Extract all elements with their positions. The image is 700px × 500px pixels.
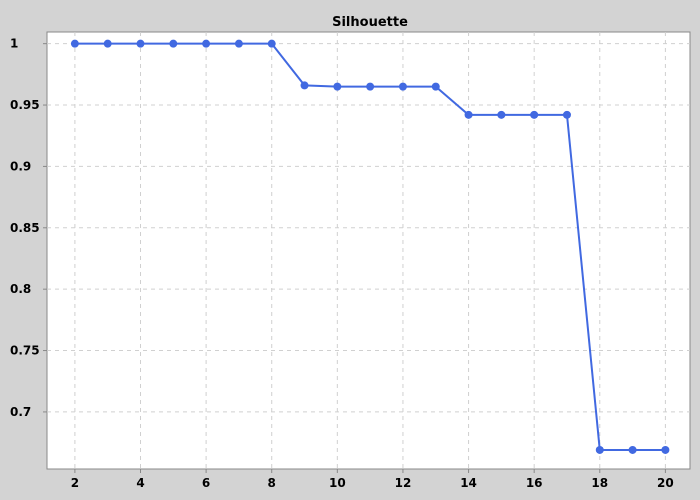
data-point (628, 445, 637, 454)
data-point (530, 110, 539, 119)
data-point (464, 110, 473, 119)
x-tick-label: 8 (268, 476, 276, 490)
data-point (431, 82, 440, 91)
grid (47, 32, 690, 469)
y-tick-label: 0.85 (10, 221, 40, 235)
data-point (562, 110, 571, 119)
data-point (398, 82, 407, 91)
x-tick-label: 12 (395, 476, 412, 490)
x-tick-label: 16 (526, 476, 543, 490)
data-point (202, 39, 211, 48)
y-tick-label: 0.75 (10, 344, 40, 358)
data-point (70, 39, 79, 48)
x-tick-label: 10 (329, 476, 346, 490)
data-point (267, 39, 276, 48)
data-point (333, 82, 342, 91)
data-point (300, 81, 309, 90)
x-tick-label: 20 (657, 476, 674, 490)
plot-area (46, 31, 691, 470)
x-tick-label: 14 (460, 476, 477, 490)
data-point (169, 39, 178, 48)
series (70, 39, 670, 454)
x-tick-label: 6 (202, 476, 210, 490)
data-point (497, 110, 506, 119)
data-point (595, 445, 604, 454)
axes: 2 4 6 8 10 12 14 16 18 20 0.7 0.75 0.8 0.85 0.9 0.95 1 (10, 37, 674, 490)
y-tick-label: 0.8 (10, 282, 31, 296)
data-point (234, 39, 243, 48)
data-point (136, 39, 145, 48)
y-tick-label: 1 (10, 37, 18, 51)
x-tick-label: 18 (591, 476, 608, 490)
data-point (661, 445, 670, 454)
data-point (103, 39, 112, 48)
y-tick-label: 0.9 (10, 159, 31, 173)
y-tick-label: 0.95 (10, 98, 40, 112)
y-tick-label: 0.7 (10, 405, 31, 419)
x-tick-label: 2 (71, 476, 79, 490)
data-point (366, 82, 375, 91)
chart-title: Silhouette (332, 15, 408, 30)
x-tick-label: 4 (136, 476, 144, 490)
